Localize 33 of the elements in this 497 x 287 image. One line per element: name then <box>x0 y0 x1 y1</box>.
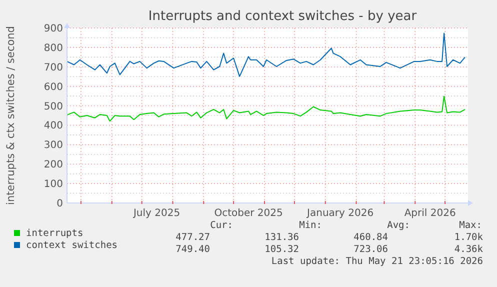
y-tick-label: 700 <box>44 62 63 74</box>
y-tick-label: 300 <box>44 140 63 152</box>
y-tick-label: 800 <box>44 42 63 54</box>
y-tick-label: 900 <box>44 24 63 34</box>
text: 477.27 <box>176 232 210 243</box>
y-tick-label: 100 <box>44 179 63 190</box>
legend-label: interrupts <box>26 228 84 239</box>
text: 749.40 <box>176 244 210 255</box>
text: 723.06 <box>354 244 388 255</box>
x-tick-label: October 2025 <box>214 208 283 219</box>
line-series <box>66 96 466 122</box>
line-series <box>66 32 466 77</box>
text: Cur: <box>210 220 233 231</box>
text: 105.32 <box>264 244 299 255</box>
legend-label: context switches <box>26 240 118 251</box>
text: Max: <box>459 220 482 231</box>
x-tick-label: April 2026 <box>404 208 456 219</box>
text: 1.70k <box>454 232 484 243</box>
text: 131.36 <box>264 232 300 243</box>
text: Last update: Thu May 21 23:05:16 2026 <box>271 256 484 267</box>
text: 4.36k <box>454 244 484 255</box>
y-tick-label: 0 <box>56 198 63 210</box>
x-tick-label: July 2025 <box>132 208 180 219</box>
y-tick-label: 400 <box>44 120 63 132</box>
y-axis-title: interrupts & ctx switches / second <box>5 26 17 205</box>
y-tick-label: 600 <box>44 82 63 93</box>
y-tick-label: 500 <box>44 101 63 112</box>
text: 460.84 <box>354 232 388 243</box>
text: Min: <box>299 220 322 231</box>
x-tick-label: January 2026 <box>306 208 374 219</box>
y-tick-label: 200 <box>44 160 63 171</box>
text: Avg: <box>387 220 410 231</box>
chart-title: Interrupts and context switches - by year <box>148 9 418 24</box>
